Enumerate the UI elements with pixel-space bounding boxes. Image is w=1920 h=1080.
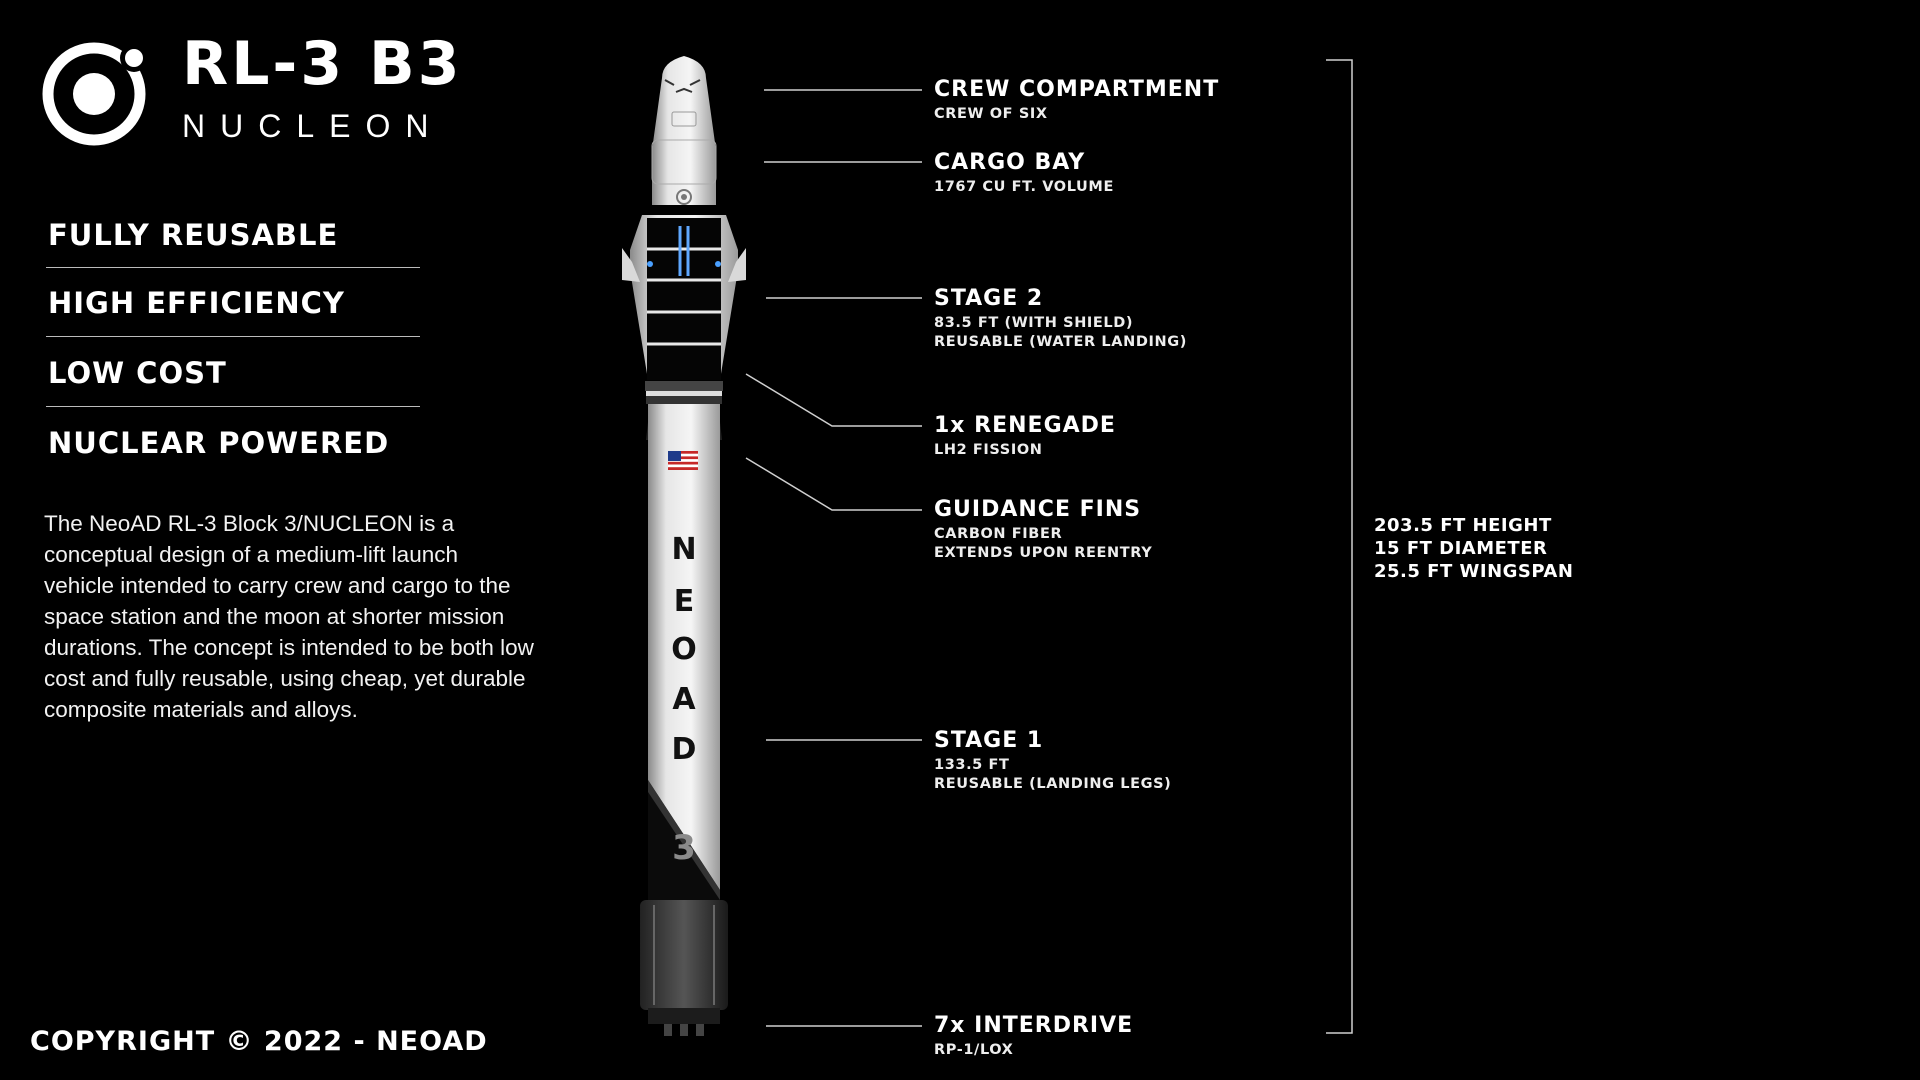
body-letter-a: A: [672, 682, 696, 717]
spec-wingspan: 25.5 FT WINGSPAN: [1374, 561, 1574, 582]
callout-detail: 83.5 FT (WITH SHIELD): [934, 315, 1134, 331]
feature-divider: [46, 406, 420, 407]
body-letter-n: N: [671, 532, 697, 567]
callout-title: CARGO BAY: [934, 150, 1086, 175]
spec-height: 203.5 FT HEIGHT: [1374, 515, 1552, 536]
page-subtitle: NUCLEON: [182, 108, 444, 144]
page-title: RL-3 B3: [182, 29, 463, 99]
callout-detail: REUSABLE (WATER LANDING): [934, 334, 1187, 350]
callout-detail: 1767 CU FT. VOLUME: [934, 179, 1114, 195]
feature-nuclear-powered: NUCLEAR POWERED: [48, 426, 390, 460]
description-text: The NeoAD RL-3 Block 3/NUCLEON is a conc…: [44, 511, 534, 722]
body-letter-o: O: [671, 632, 697, 667]
feature-low-cost: LOW COST: [48, 356, 227, 390]
stage-1-body: [640, 404, 728, 1036]
stage-mark: 3: [672, 828, 696, 868]
callout-detail: REUSABLE (LANDING LEGS): [934, 776, 1172, 792]
callout-interdrive: 7x INTERDRIVE RP-1/LOX: [934, 1015, 1133, 1060]
callout-crew-compartment: CREW COMPARTMENT CREW OF SIX: [934, 79, 1219, 124]
crew-capsule: [651, 56, 717, 205]
us-flag-icon: [668, 451, 698, 470]
cargo-bay: [622, 215, 746, 380]
feature-divider: [46, 336, 420, 337]
callout-stage-2: STAGE 2 83.5 FT (WITH SHIELD) REUSABLE (…: [934, 288, 1187, 352]
copyright-notice: COPYRIGHT © 2022 - NEOAD: [30, 1026, 488, 1057]
callout-cargo-bay: CARGO BAY 1767 CU FT. VOLUME: [934, 152, 1114, 197]
callout-detail: 133.5 FT: [934, 757, 1010, 773]
leader-lines: [745, 89, 922, 1027]
spec-diameter: 15 FT DIAMETER: [1374, 538, 1548, 559]
height-bracket: [1326, 59, 1353, 1034]
callout-title: 7x INTERDRIVE: [934, 1013, 1134, 1038]
callout-title: GUIDANCE FINS: [934, 497, 1142, 522]
callout-guidance-fins: GUIDANCE FINS CARBON FIBER EXTENDS UPON …: [934, 499, 1152, 563]
callout-renegade: 1x RENEGADE LH2 FISSION: [934, 415, 1116, 460]
callout-title: STAGE 1: [934, 728, 1044, 753]
callout-detail: RP-1/LOX: [934, 1042, 1014, 1058]
callout-detail: LH2 FISSION: [934, 442, 1043, 458]
callout-title: 1x RENEGADE: [934, 413, 1116, 438]
callout-title: CREW COMPARTMENT: [934, 77, 1220, 102]
feature-divider: [46, 267, 420, 268]
callout-detail: EXTENDS UPON REENTRY: [934, 545, 1153, 561]
callout-detail: CREW OF SIX: [934, 106, 1048, 122]
callout-stage-1: STAGE 1 133.5 FT REUSABLE (LANDING LEGS): [934, 730, 1171, 794]
nucleon-logo-icon: [42, 42, 148, 146]
callout-title: STAGE 2: [934, 286, 1044, 311]
feature-high-efficiency: HIGH EFFICIENCY: [48, 286, 345, 320]
feature-fully-reusable: FULLY REUSABLE: [48, 218, 339, 252]
callout-detail: CARBON FIBER: [934, 526, 1063, 542]
body-letter-d: D: [671, 732, 697, 767]
body-letter-e: E: [673, 584, 695, 619]
vehicle-specs: 203.5 FT HEIGHT 15 FT DIAMETER 25.5 FT W…: [1374, 514, 1573, 583]
